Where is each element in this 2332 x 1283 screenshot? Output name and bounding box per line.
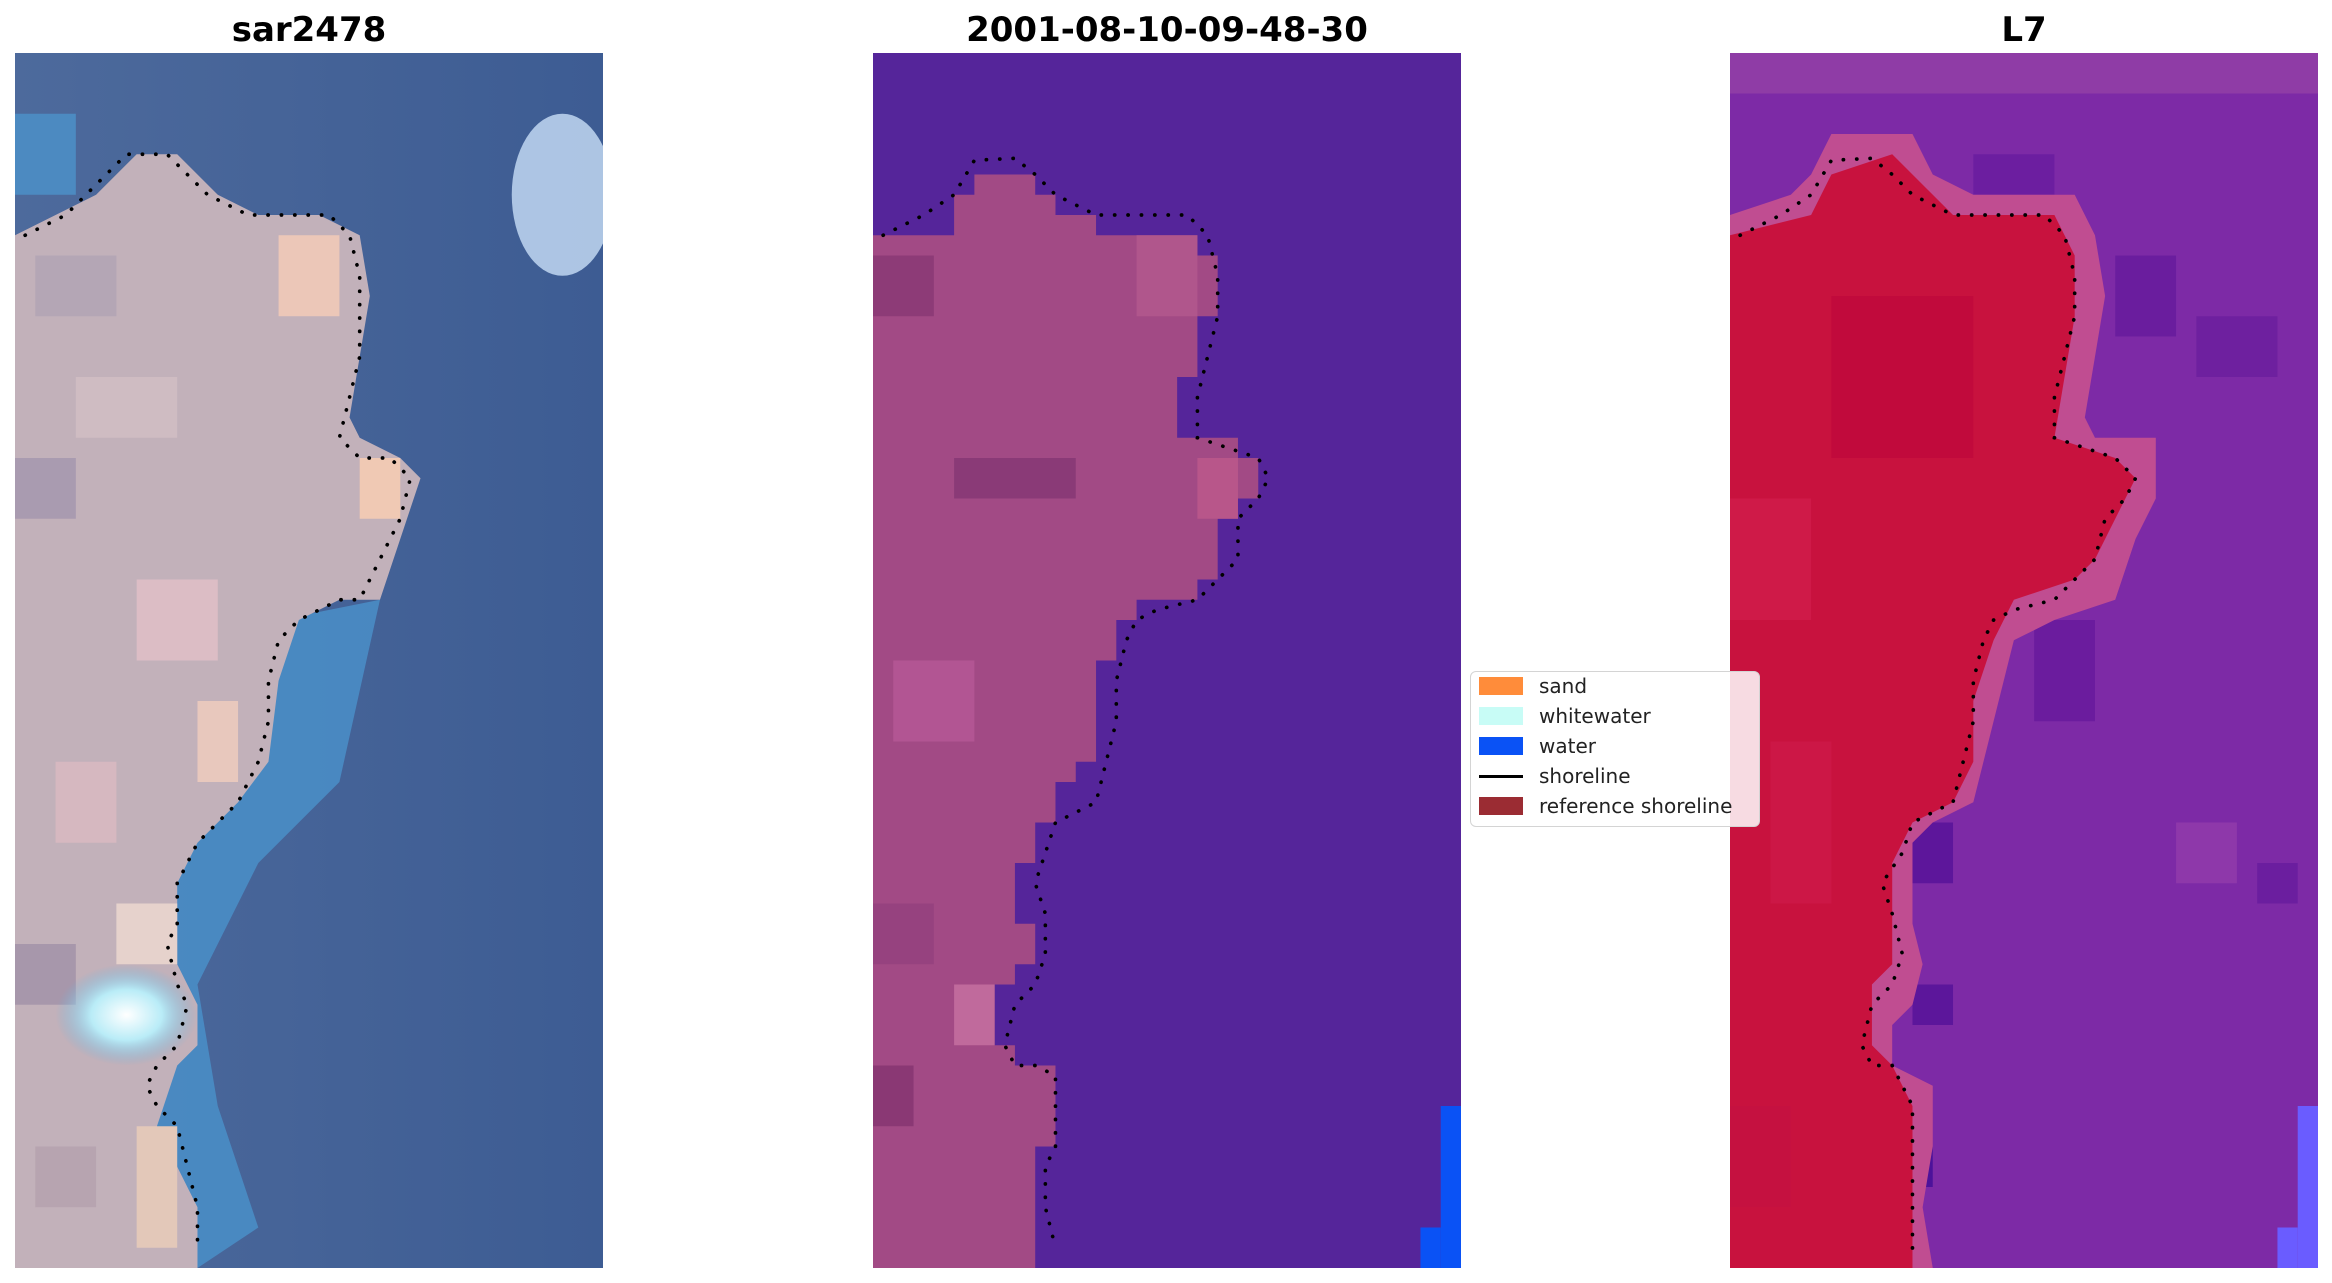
legend-item-reference-shoreline: reference shoreline	[1479, 792, 1732, 820]
legend-label: reference shoreline	[1539, 794, 1733, 818]
legend-swatch-whitewater	[1479, 707, 1523, 725]
panel-title-classification: 2001-08-10-09-48-30	[966, 10, 1368, 50]
index-panel	[1730, 53, 2318, 1268]
panel-title-rgb: sar2478	[231, 10, 387, 50]
legend-item-sand: sand	[1479, 672, 1587, 700]
shoreline-dots	[881, 156, 1271, 1250]
legend-label: shoreline	[1539, 764, 1631, 788]
classification-image	[873, 53, 1461, 1268]
panel-title-index: L7	[2001, 10, 2047, 50]
rgb-image	[15, 53, 603, 1268]
rgb-image-panel	[15, 53, 603, 1268]
legend-label: whitewater	[1539, 704, 1651, 728]
legend-line-shoreline	[1479, 774, 1523, 778]
legend: sand whitewater water shoreline referenc…	[1470, 671, 1760, 827]
legend-swatch-reference-shoreline	[1479, 797, 1523, 815]
legend-swatch-water	[1479, 737, 1523, 755]
legend-label: water	[1539, 734, 1596, 758]
legend-label: sand	[1539, 674, 1588, 698]
classification-panel	[873, 53, 1461, 1268]
index-image	[1730, 53, 2318, 1268]
legend-item-whitewater: whitewater	[1479, 702, 1651, 730]
legend-swatch-sand	[1479, 677, 1523, 695]
legend-item-water: water	[1479, 732, 1596, 760]
shoreline-dots	[1738, 156, 2138, 1260]
shoreline-dots	[23, 152, 413, 1250]
legend-item-shoreline: shoreline	[1479, 762, 1631, 790]
